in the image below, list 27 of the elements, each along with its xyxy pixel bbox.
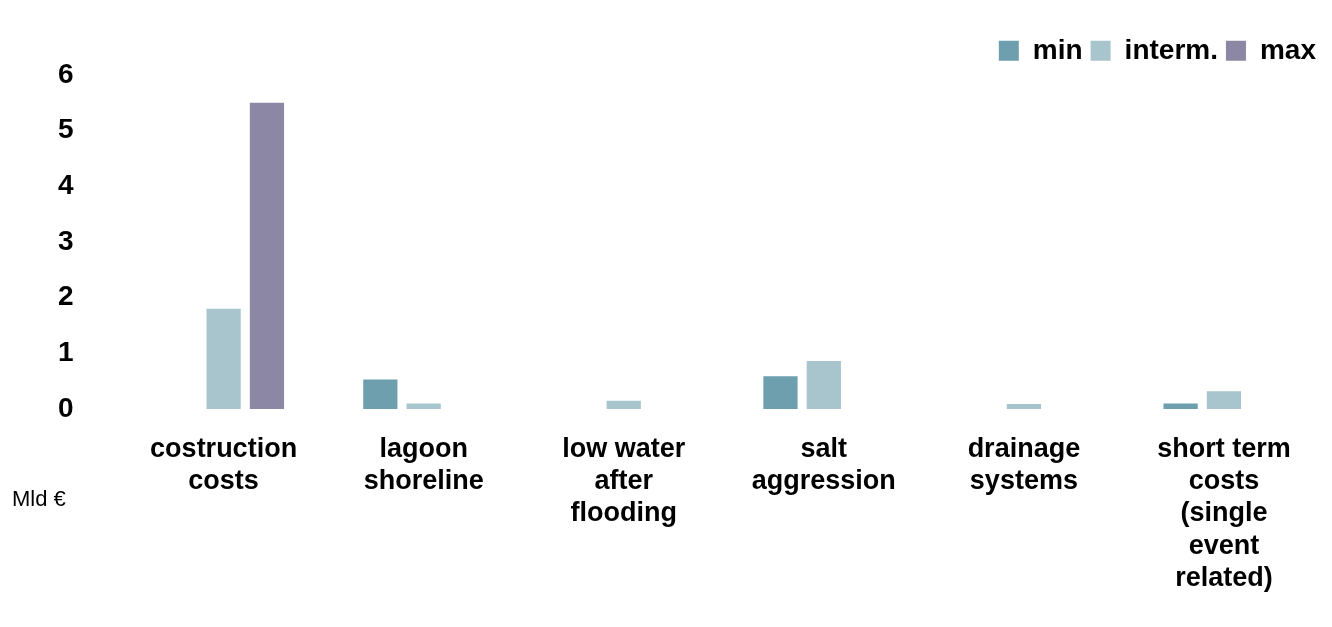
x-tick-label: short term costs (single event related) xyxy=(1157,432,1291,593)
bar xyxy=(1206,391,1242,409)
x-tick-label: salt aggression xyxy=(751,432,896,496)
bar xyxy=(1006,403,1042,409)
y-tick-label: 4 xyxy=(57,168,74,200)
y-axis-title: Mld € xyxy=(12,486,66,512)
x-tick-label: drainage systems xyxy=(967,432,1081,496)
legend-label: max xyxy=(1259,33,1317,65)
bar xyxy=(806,361,841,409)
bar xyxy=(249,102,285,409)
y-tick-label: 1 xyxy=(57,336,74,368)
legend-label: interm. xyxy=(1124,33,1218,65)
x-tick-label: low water after flooding xyxy=(562,432,686,528)
bar xyxy=(406,403,441,409)
y-tick-label: 5 xyxy=(57,113,74,145)
x-tick-label: lagoon shoreline xyxy=(363,432,484,496)
bar xyxy=(363,379,398,409)
y-tick-label: 6 xyxy=(57,57,74,89)
x-tick-label: costruction costs xyxy=(150,432,298,496)
bar xyxy=(606,400,641,409)
bar xyxy=(763,376,798,409)
y-tick-label: 2 xyxy=(57,280,74,312)
bar xyxy=(1163,403,1198,409)
y-tick-label: 3 xyxy=(57,224,74,256)
bar xyxy=(206,308,241,409)
y-tick-label: 0 xyxy=(57,391,74,423)
legend-label: min xyxy=(1032,33,1083,65)
